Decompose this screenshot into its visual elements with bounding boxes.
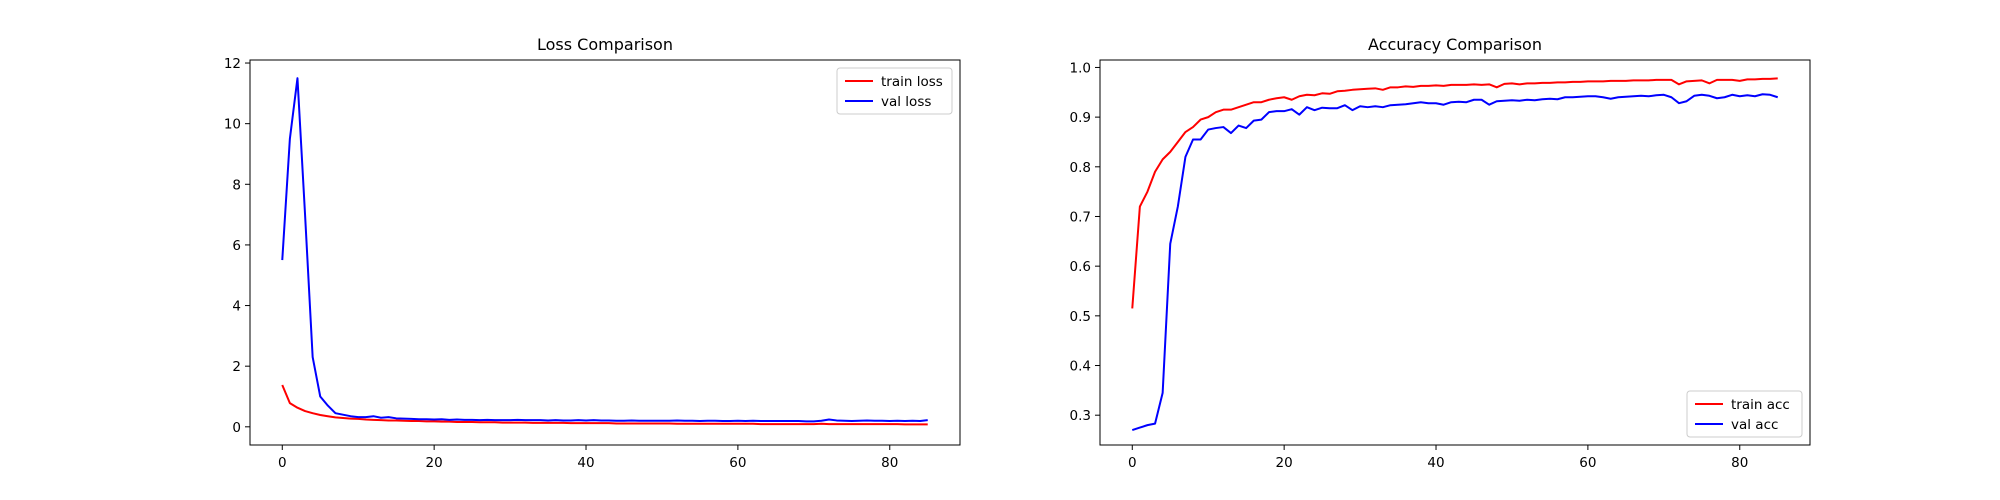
legend: train acc val acc [1686, 390, 1803, 438]
x-tick-label: 40 [1427, 455, 1444, 471]
chart-title: Accuracy Comparison [1368, 35, 1542, 54]
legend-box [836, 67, 953, 115]
y-tick-label: 1.0 [1070, 60, 1091, 76]
legend-label: train loss [881, 74, 943, 90]
y-tick-label: 0.8 [1070, 160, 1091, 176]
y-tick-label: 0.5 [1070, 309, 1091, 325]
series-line-train-acc [1131, 77, 1778, 309]
y-tick-label: 0.6 [1070, 259, 1091, 275]
x-tick-label: 20 [426, 455, 443, 471]
x-tick-label: 60 [1579, 455, 1596, 471]
x-tick-label: 60 [729, 455, 746, 471]
chart-1: Loss Comparison 0 20 40 60 80 0 2 4 6 8 10 12 train l… [224, 35, 961, 471]
x-tick-label: 0 [278, 455, 287, 471]
y-tick-label: 10 [224, 117, 241, 133]
series-line-val-acc [1131, 93, 1779, 432]
y-tick-label: 0.9 [1070, 110, 1091, 126]
x-tick-label: 0 [1128, 455, 1137, 471]
y-tick-label: 0.3 [1070, 408, 1091, 424]
legend: train loss val loss [836, 67, 953, 115]
y-tick-label: 0 [232, 420, 241, 436]
legend-label: val loss [881, 94, 931, 110]
chart-title: Loss Comparison [537, 35, 673, 54]
y-tick-label: 4 [232, 299, 241, 315]
y-tick-label: 12 [224, 56, 241, 72]
x-tick-label: 80 [1731, 455, 1748, 471]
y-tick-label: 6 [232, 238, 241, 254]
plot-frame [1099, 59, 1811, 446]
plot-frame [249, 59, 961, 446]
x-tick-label: 20 [1276, 455, 1293, 471]
y-tick-label: 0.7 [1070, 209, 1091, 225]
x-tick-label: 80 [881, 455, 898, 471]
y-tick-label: 2 [232, 359, 241, 375]
charts: Loss Comparison 0 20 40 60 80 0 2 4 6 8 10 12 train l… [224, 35, 1811, 471]
y-tick-label: 8 [232, 177, 241, 193]
y-tick-label: 0.4 [1070, 359, 1091, 375]
legend-label: val acc [1731, 417, 1778, 433]
x-tick-label: 40 [577, 455, 594, 471]
series-line-train-loss [281, 384, 928, 426]
legend-label: train acc [1731, 397, 1790, 413]
chart-2: Accuracy Comparison 0 20 40 60 80 0.3 0.4 0.5 0.6… [1070, 35, 1811, 471]
series-line-val-loss [281, 77, 928, 423]
legend-box [1686, 390, 1803, 438]
